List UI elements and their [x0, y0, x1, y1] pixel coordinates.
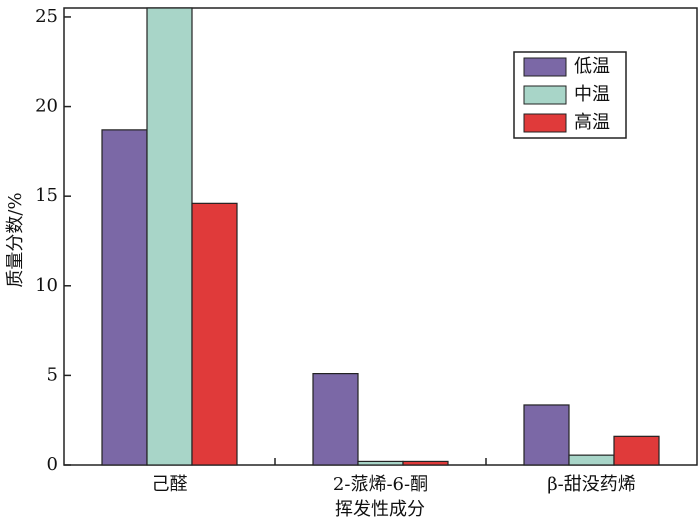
y-axis-label: 质量分数/% [5, 192, 26, 287]
legend-swatch [523, 85, 567, 105]
legend-swatch [523, 57, 567, 77]
bar [402, 460, 449, 466]
legend-label: 高温 [574, 112, 610, 133]
bar [523, 404, 570, 466]
y-tick-label: 25 [35, 6, 58, 27]
legend-label: 中温 [574, 84, 610, 105]
bar [613, 435, 660, 466]
y-tick-label: 15 [35, 185, 58, 206]
bar [312, 373, 359, 466]
x-axis-label: 挥发性成分 [335, 499, 425, 520]
y-tick-label: 20 [35, 96, 58, 117]
y-tick-label: 0 [47, 454, 58, 475]
bar [101, 129, 148, 466]
y-tick-label: 10 [35, 275, 58, 296]
legend-label: 低温 [574, 56, 610, 77]
bar [146, 7, 193, 466]
bar [568, 454, 615, 466]
bar [357, 460, 404, 466]
x-tick-label: β-甜没药烯 [547, 474, 636, 495]
x-tick-label: 2-蒎烯-6-酮 [333, 474, 428, 495]
x-tick-label: 己醛 [152, 474, 188, 495]
legend-swatch [523, 113, 567, 133]
y-tick-label: 5 [47, 364, 58, 385]
bar [191, 202, 238, 466]
legend-box [513, 51, 627, 139]
